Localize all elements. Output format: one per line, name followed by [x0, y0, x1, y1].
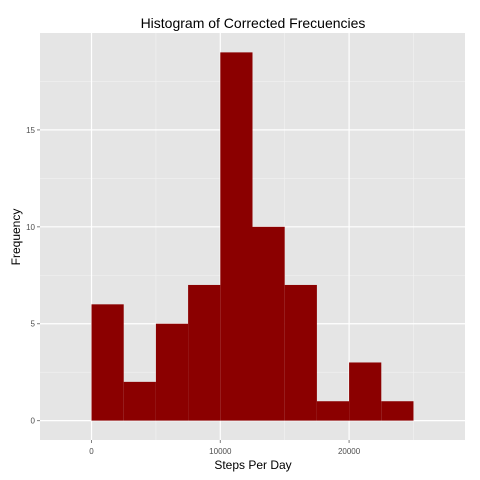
histogram-bars — [91, 52, 414, 421]
x-tick-label: 0 — [89, 447, 94, 456]
histogram-bar — [155, 323, 189, 421]
y-axis-ticks: 0 5 10 15 — [26, 126, 40, 426]
x-axis-title: Steps Per Day — [214, 458, 291, 472]
histogram-bar — [252, 226, 285, 421]
histogram-bar — [188, 284, 221, 421]
histogram-bar — [349, 362, 382, 421]
histogram-bar — [220, 52, 253, 421]
y-tick-label: 5 — [31, 320, 36, 329]
y-tick-label: 10 — [26, 223, 35, 232]
x-axis-ticks: 0 10000 20000 — [89, 440, 361, 456]
histogram-bar — [284, 284, 317, 421]
y-tick-label: 0 — [31, 417, 36, 426]
histogram-bar — [316, 401, 350, 421]
x-tick-label: 20000 — [338, 447, 361, 456]
chart-title: Histogram of Corrected Frecuencies — [141, 15, 366, 31]
y-tick-label: 15 — [26, 126, 35, 135]
y-axis-title: Frequency — [9, 209, 23, 266]
histogram-bar — [123, 381, 156, 421]
histogram-bar — [381, 401, 414, 421]
histogram-bar — [91, 304, 124, 421]
x-tick-label: 10000 — [209, 447, 232, 456]
